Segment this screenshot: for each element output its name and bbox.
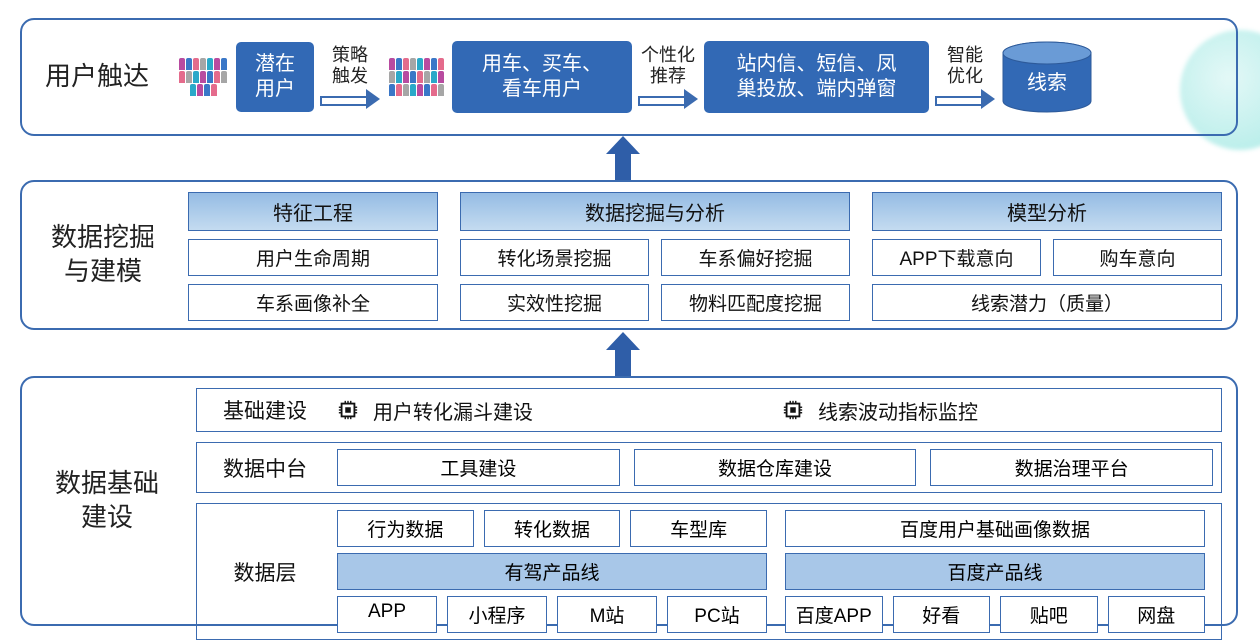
arrow-personalized: 个性化推荐 [638, 45, 698, 108]
box-lead-potential: 线索潜力（质量） [872, 284, 1222, 321]
label-mid-platform: 数据中台 [205, 449, 325, 486]
label-infrastructure: 基础建设 [205, 395, 325, 425]
box-lifecycle: 用户生命周期 [188, 239, 438, 276]
box-baidu-line: 百度产品线 [785, 553, 1205, 590]
box-behavior: 行为数据 [337, 510, 474, 547]
box-channels: 站内信、短信、凤巢投放、端内弹窗 [704, 41, 929, 113]
box-dw-build: 数据仓库建设 [634, 449, 917, 486]
panel-data-mining: 数据挖掘与建模 特征工程 用户生命周期 车系画像补全 数据挖掘与分析 转化场景挖… [20, 180, 1238, 330]
col-youjia: 行为数据 转化数据 车型库 有驾产品线 APP 小程序 M站 PC站 [337, 510, 767, 633]
col-model-analysis: 模型分析 APP下载意向 购车意向 线索潜力（质量） [872, 192, 1222, 318]
arrow-strategy-trigger: 策略触发 [320, 45, 380, 108]
up-arrow-bot-to-mid [606, 332, 640, 378]
section-title-mining: 数据挖掘与建模 [22, 182, 184, 328]
label-data-layer: 数据层 [205, 557, 325, 587]
box-msite: M站 [557, 596, 657, 633]
box-buy-intent: 购车意向 [1053, 239, 1222, 276]
box-model-lib: 车型库 [630, 510, 767, 547]
cylinder-leads: 线索 [1001, 41, 1093, 113]
chip-icon [337, 399, 359, 421]
row-data-mid-platform: 数据中台 工具建设 数据仓库建设 数据治理平台 [196, 442, 1222, 493]
user-reach-flow: 潜在用户 策略触发 用车、买车、看车用户 个性化推荐 站内信、短信、凤巢投放、端… [176, 30, 1222, 124]
col-baidu: 百度用户基础画像数据 百度产品线 百度APP 好看 贴吧 网盘 [785, 510, 1205, 633]
box-series-pref: 车系偏好挖掘 [661, 239, 850, 276]
section-title-user-reach: 用户触达 [22, 20, 172, 134]
box-conversion: 转化数据 [484, 510, 621, 547]
box-material-match: 物料匹配度挖掘 [661, 284, 850, 321]
text-funnel: 用户转化漏斗建设 [373, 396, 768, 425]
header-mining: 数据挖掘与分析 [460, 192, 850, 231]
section-title-foundation: 数据基础建设 [22, 378, 192, 624]
col-mining-analysis: 数据挖掘与分析 转化场景挖掘 车系偏好挖掘 实效性挖掘 物料匹配度挖掘 [460, 192, 850, 318]
box-youjia-line: 有驾产品线 [337, 553, 767, 590]
row-infrastructure: 基础建设 用户转化漏斗建设 线索波动指标监控 [196, 388, 1222, 432]
box-baidu-app: 百度APP [785, 596, 883, 633]
box-haokan: 好看 [893, 596, 991, 633]
panel-data-foundation: 数据基础建设 基础建设 用户转化漏斗建设 线索波动指标监控 数据中台 工具建设 … [20, 376, 1238, 626]
col-feature-eng: 特征工程 用户生命周期 车系画像补全 [188, 192, 438, 318]
row-data-layer: 数据层 行为数据 转化数据 车型库 有驾产品线 APP 小程序 M站 PC站 [196, 503, 1222, 640]
box-app: APP [337, 596, 437, 633]
text-lead-monitor: 线索波动指标监控 [818, 396, 1213, 425]
arrow-smart-opt: 智能优化 [935, 45, 995, 108]
box-potential-users: 潜在用户 [236, 42, 314, 112]
box-tieba: 贴吧 [1000, 596, 1098, 633]
crowd-icon-large [386, 58, 446, 96]
box-car-users: 用车、买车、看车用户 [452, 41, 632, 113]
box-netdisk: 网盘 [1108, 596, 1206, 633]
header-model: 模型分析 [872, 192, 1222, 231]
header-feature-eng: 特征工程 [188, 192, 438, 231]
box-conv-scene: 转化场景挖掘 [460, 239, 649, 276]
crowd-icon-small [176, 58, 230, 96]
panel-user-reach: 用户触达 潜在用户 策略触发 用车、买车、看车用户 个性化推荐 站内信、短信、凤… [20, 18, 1238, 136]
box-data-gov: 数据治理平台 [930, 449, 1213, 486]
box-baidu-portrait: 百度用户基础画像数据 [785, 510, 1205, 547]
up-arrow-mid-to-top [606, 136, 640, 182]
box-series-portrait: 车系画像补全 [188, 284, 438, 321]
box-app-download: APP下载意向 [872, 239, 1041, 276]
box-tool-build: 工具建设 [337, 449, 620, 486]
box-miniapp: 小程序 [447, 596, 547, 633]
box-effectiveness: 实效性挖掘 [460, 284, 649, 321]
box-pc: PC站 [667, 596, 767, 633]
chip-icon [782, 399, 804, 421]
